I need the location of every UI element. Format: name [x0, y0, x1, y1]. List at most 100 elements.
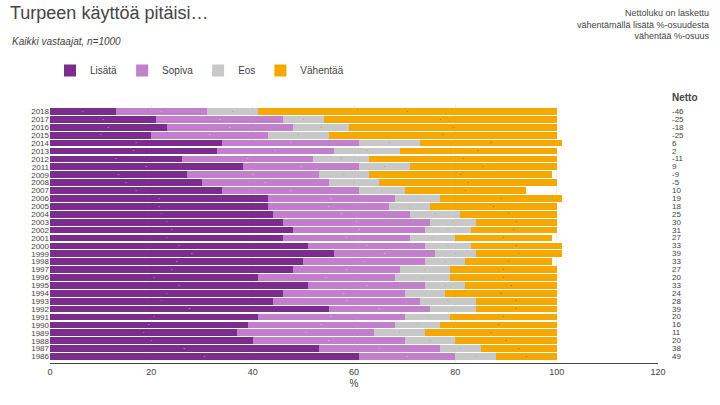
svg-text:16: 16 [516, 300, 517, 301]
svg-text:24: 24 [465, 189, 466, 191]
svg-text:16: 16 [672, 320, 681, 329]
svg-text:29: 29 [346, 300, 347, 301]
svg-text:37: 37 [463, 158, 464, 159]
svg-text:1993: 1993 [31, 297, 49, 306]
svg-text:44: 44 [161, 299, 162, 301]
svg-text:11: 11 [672, 328, 681, 337]
svg-text:26: 26 [252, 174, 253, 175]
svg-text:27: 27 [672, 233, 681, 242]
svg-text:18: 18 [511, 285, 512, 286]
svg-text:-9: -9 [672, 170, 680, 179]
svg-text:29: 29 [356, 221, 357, 222]
svg-text:9: 9 [417, 198, 418, 199]
svg-text:26: 26 [490, 332, 491, 333]
svg-text:11: 11 [341, 158, 342, 159]
svg-text:9: 9 [427, 316, 428, 317]
svg-text:20: 20 [100, 134, 101, 135]
svg-text:1986: 1986 [31, 352, 49, 361]
svg-text:9: 9 [448, 245, 449, 246]
svg-text:17: 17 [513, 229, 514, 230]
svg-text:16: 16 [516, 221, 517, 222]
svg-text:1999: 1999 [31, 250, 49, 259]
svg-text:21: 21 [346, 269, 347, 270]
svg-text:36: 36 [460, 174, 461, 175]
svg-text:1995: 1995 [31, 281, 49, 290]
svg-text:11: 11 [422, 277, 423, 278]
svg-text:10: 10 [430, 340, 431, 341]
svg-text:23: 23 [108, 127, 109, 128]
svg-text:23: 23 [275, 150, 276, 151]
svg-text:Netto: Netto [672, 92, 698, 103]
svg-text:38: 38 [672, 344, 681, 353]
svg-text:-5: -5 [672, 178, 680, 187]
svg-text:2009: 2009 [31, 171, 49, 180]
svg-text:Kaikki vastaajat, n=1000: Kaikki vastaajat, n=1000 [12, 36, 121, 47]
svg-text:1994: 1994 [31, 289, 49, 298]
svg-text:33: 33 [672, 257, 681, 266]
svg-text:2017: 2017 [31, 115, 49, 124]
svg-text:24: 24 [501, 197, 502, 199]
svg-text:13: 13 [366, 150, 367, 151]
svg-text:25: 25 [265, 182, 266, 183]
svg-text:10: 10 [672, 186, 681, 195]
svg-text:-25: -25 [672, 115, 684, 124]
svg-text:2012: 2012 [31, 155, 49, 164]
svg-text:39: 39 [148, 324, 149, 325]
svg-text:2005: 2005 [31, 202, 49, 211]
svg-text:-18: -18 [672, 123, 684, 132]
svg-text:21: 21 [503, 269, 504, 270]
svg-text:1996: 1996 [31, 273, 49, 282]
svg-text:46: 46 [440, 118, 441, 120]
svg-text:33: 33 [672, 241, 681, 250]
svg-text:30: 30 [328, 340, 329, 341]
svg-text:26: 26 [115, 158, 116, 159]
svg-text:55: 55 [189, 308, 190, 309]
svg-text:31: 31 [672, 226, 681, 235]
svg-text:38: 38 [146, 166, 147, 167]
svg-text:8: 8 [425, 293, 426, 294]
svg-text:24: 24 [328, 205, 329, 207]
svg-text:20: 20 [672, 336, 681, 345]
svg-text:48: 48 [171, 268, 172, 270]
svg-text:41: 41 [452, 126, 453, 128]
svg-text:16: 16 [516, 308, 517, 309]
svg-text:31: 31 [478, 150, 479, 151]
svg-text:25: 25 [672, 210, 681, 219]
svg-text:8: 8 [455, 253, 456, 254]
svg-text:0: 0 [47, 367, 52, 377]
svg-text:17: 17 [518, 253, 519, 254]
svg-text:23: 23 [300, 166, 301, 167]
svg-text:20: 20 [146, 367, 156, 377]
svg-text:2: 2 [672, 147, 677, 156]
svg-text:9: 9 [417, 324, 418, 325]
svg-text:28: 28 [490, 142, 491, 143]
svg-text:18: 18 [161, 111, 162, 112]
svg-text:49: 49 [672, 352, 681, 361]
svg-text:15: 15 [518, 348, 519, 349]
svg-text:37: 37 [143, 332, 144, 333]
svg-text:45: 45 [442, 133, 443, 135]
svg-text:Turpeen käyttöä pitäisi…: Turpeen käyttöä pitäisi… [10, 3, 208, 23]
svg-text:1990: 1990 [31, 321, 49, 330]
svg-text:18: 18 [672, 202, 681, 211]
svg-text:1988: 1988 [31, 336, 49, 345]
svg-text:29: 29 [483, 166, 484, 167]
svg-text:26: 26 [247, 158, 248, 159]
svg-text:25: 25 [331, 198, 332, 199]
svg-text:46: 46 [166, 292, 167, 294]
svg-text:2006: 2006 [31, 194, 49, 203]
svg-text:1992: 1992 [31, 305, 49, 314]
svg-text:2007: 2007 [31, 186, 49, 195]
svg-text:22: 22 [501, 293, 502, 294]
svg-text:51: 51 [179, 285, 180, 286]
svg-text:26: 26 [359, 229, 360, 230]
svg-text:40: 40 [248, 367, 258, 377]
svg-text:24: 24 [672, 289, 681, 298]
svg-text:39: 39 [672, 305, 681, 314]
svg-text:59: 59 [407, 111, 408, 112]
svg-text:2008: 2008 [31, 178, 49, 187]
svg-text:13: 13 [83, 111, 84, 112]
svg-text:Vähentää: Vähentää [300, 65, 343, 76]
svg-text:33: 33 [672, 281, 681, 290]
svg-text:61: 61 [204, 356, 205, 357]
